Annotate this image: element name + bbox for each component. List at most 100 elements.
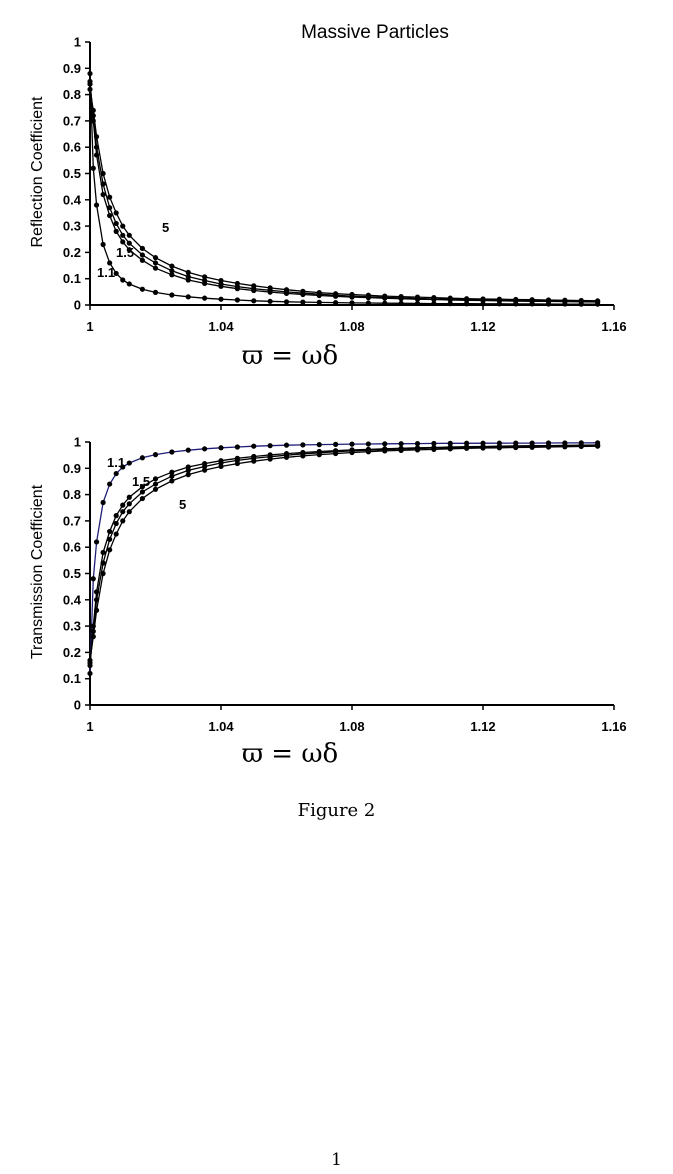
data-point — [234, 280, 240, 287]
data-point — [431, 446, 437, 452]
series-line — [89, 81, 598, 303]
x-tick-label: 1.12 — [470, 319, 495, 334]
data-point — [316, 299, 322, 305]
data-point — [139, 286, 145, 292]
data-point — [349, 300, 355, 306]
series-line — [89, 89, 598, 302]
data-point — [120, 223, 126, 229]
data-point — [113, 228, 119, 234]
data-point — [464, 296, 470, 302]
data-point — [139, 245, 145, 252]
data-point — [185, 273, 191, 280]
data-point — [218, 296, 224, 302]
data-point — [185, 472, 191, 478]
series-line — [89, 444, 598, 666]
data-point — [513, 296, 519, 303]
data-point — [398, 293, 404, 300]
data-point — [496, 445, 502, 451]
data-point — [139, 489, 145, 495]
data-point — [349, 441, 355, 447]
data-point — [202, 467, 208, 473]
data-point — [107, 547, 113, 553]
data-point — [316, 452, 322, 458]
data-point — [300, 288, 306, 294]
data-point — [120, 232, 126, 238]
data-point — [267, 443, 273, 449]
series-5 — [87, 86, 601, 304]
series-1-5 — [87, 78, 601, 305]
data-point — [447, 440, 453, 446]
y-tick-label: 0.8 — [63, 487, 81, 502]
data-point — [107, 260, 113, 266]
x-tick-label: 1.16 — [601, 319, 626, 334]
data-point — [169, 478, 175, 484]
axes: 0 0.1 0.2 0.3 0.4 0.5 0.6 0.7 0.8 0.9 1 1 1.04 1.08 1.… — [63, 35, 627, 335]
y-tick-label: 0 — [74, 698, 81, 713]
data-point — [202, 277, 208, 284]
data-point — [398, 441, 404, 447]
data-point — [107, 528, 113, 535]
data-point — [139, 252, 145, 258]
x-tick-label: 1.04 — [208, 319, 234, 334]
series-label: 1.1 — [107, 455, 125, 470]
data-point — [100, 570, 106, 577]
y-tick-label: 0.8 — [63, 87, 81, 102]
data-point — [169, 473, 175, 479]
y-tick-label: 1 — [74, 35, 81, 50]
data-point — [545, 297, 552, 303]
data-point — [382, 300, 388, 306]
data-point — [169, 268, 175, 274]
data-point — [251, 443, 257, 449]
data-point — [562, 297, 568, 303]
data-point — [185, 467, 191, 474]
data-point — [152, 255, 159, 261]
data-point — [126, 247, 132, 253]
data-point — [100, 241, 106, 248]
data-point — [169, 449, 175, 455]
data-point — [300, 299, 306, 305]
data-point — [333, 291, 339, 297]
data-point — [218, 445, 224, 451]
data-point — [152, 260, 159, 266]
data-point — [87, 81, 93, 87]
data-point — [431, 300, 437, 307]
data-point — [562, 444, 568, 450]
data-point — [100, 181, 106, 187]
data-point — [113, 210, 119, 216]
data-point — [126, 494, 132, 500]
data-point — [113, 270, 119, 277]
data-point — [316, 442, 322, 448]
data-point — [218, 277, 224, 284]
data-point — [202, 446, 208, 452]
data-point — [107, 481, 113, 487]
data-point — [90, 576, 96, 582]
y-tick-label: 0.9 — [63, 461, 81, 476]
data-point — [100, 549, 106, 556]
data-point — [414, 447, 421, 453]
data-point — [93, 539, 100, 545]
data-point — [87, 657, 93, 663]
data-point — [382, 441, 388, 447]
data-point — [100, 170, 106, 177]
x-tick-label: 1 — [86, 319, 93, 334]
data-point — [283, 287, 290, 293]
x-tick-label: 1.08 — [339, 719, 364, 734]
data-point — [87, 86, 93, 92]
data-point — [87, 70, 93, 77]
data-point — [126, 460, 132, 466]
series-label: 1.5 — [132, 474, 150, 489]
data-point — [283, 442, 290, 448]
y-tick-label: 0 — [74, 298, 81, 313]
data-point — [414, 440, 421, 447]
data-point — [126, 281, 132, 287]
data-point — [496, 296, 502, 302]
data-point — [107, 194, 113, 200]
series-label: 5 — [179, 497, 186, 512]
data-point — [90, 165, 96, 171]
data-point — [90, 107, 96, 113]
y-tick-label: 0.2 — [63, 245, 81, 260]
data-point — [382, 448, 388, 454]
data-point — [300, 453, 306, 459]
series-label: 1.1 — [97, 265, 115, 280]
y-tick-label: 0.4 — [63, 592, 82, 607]
